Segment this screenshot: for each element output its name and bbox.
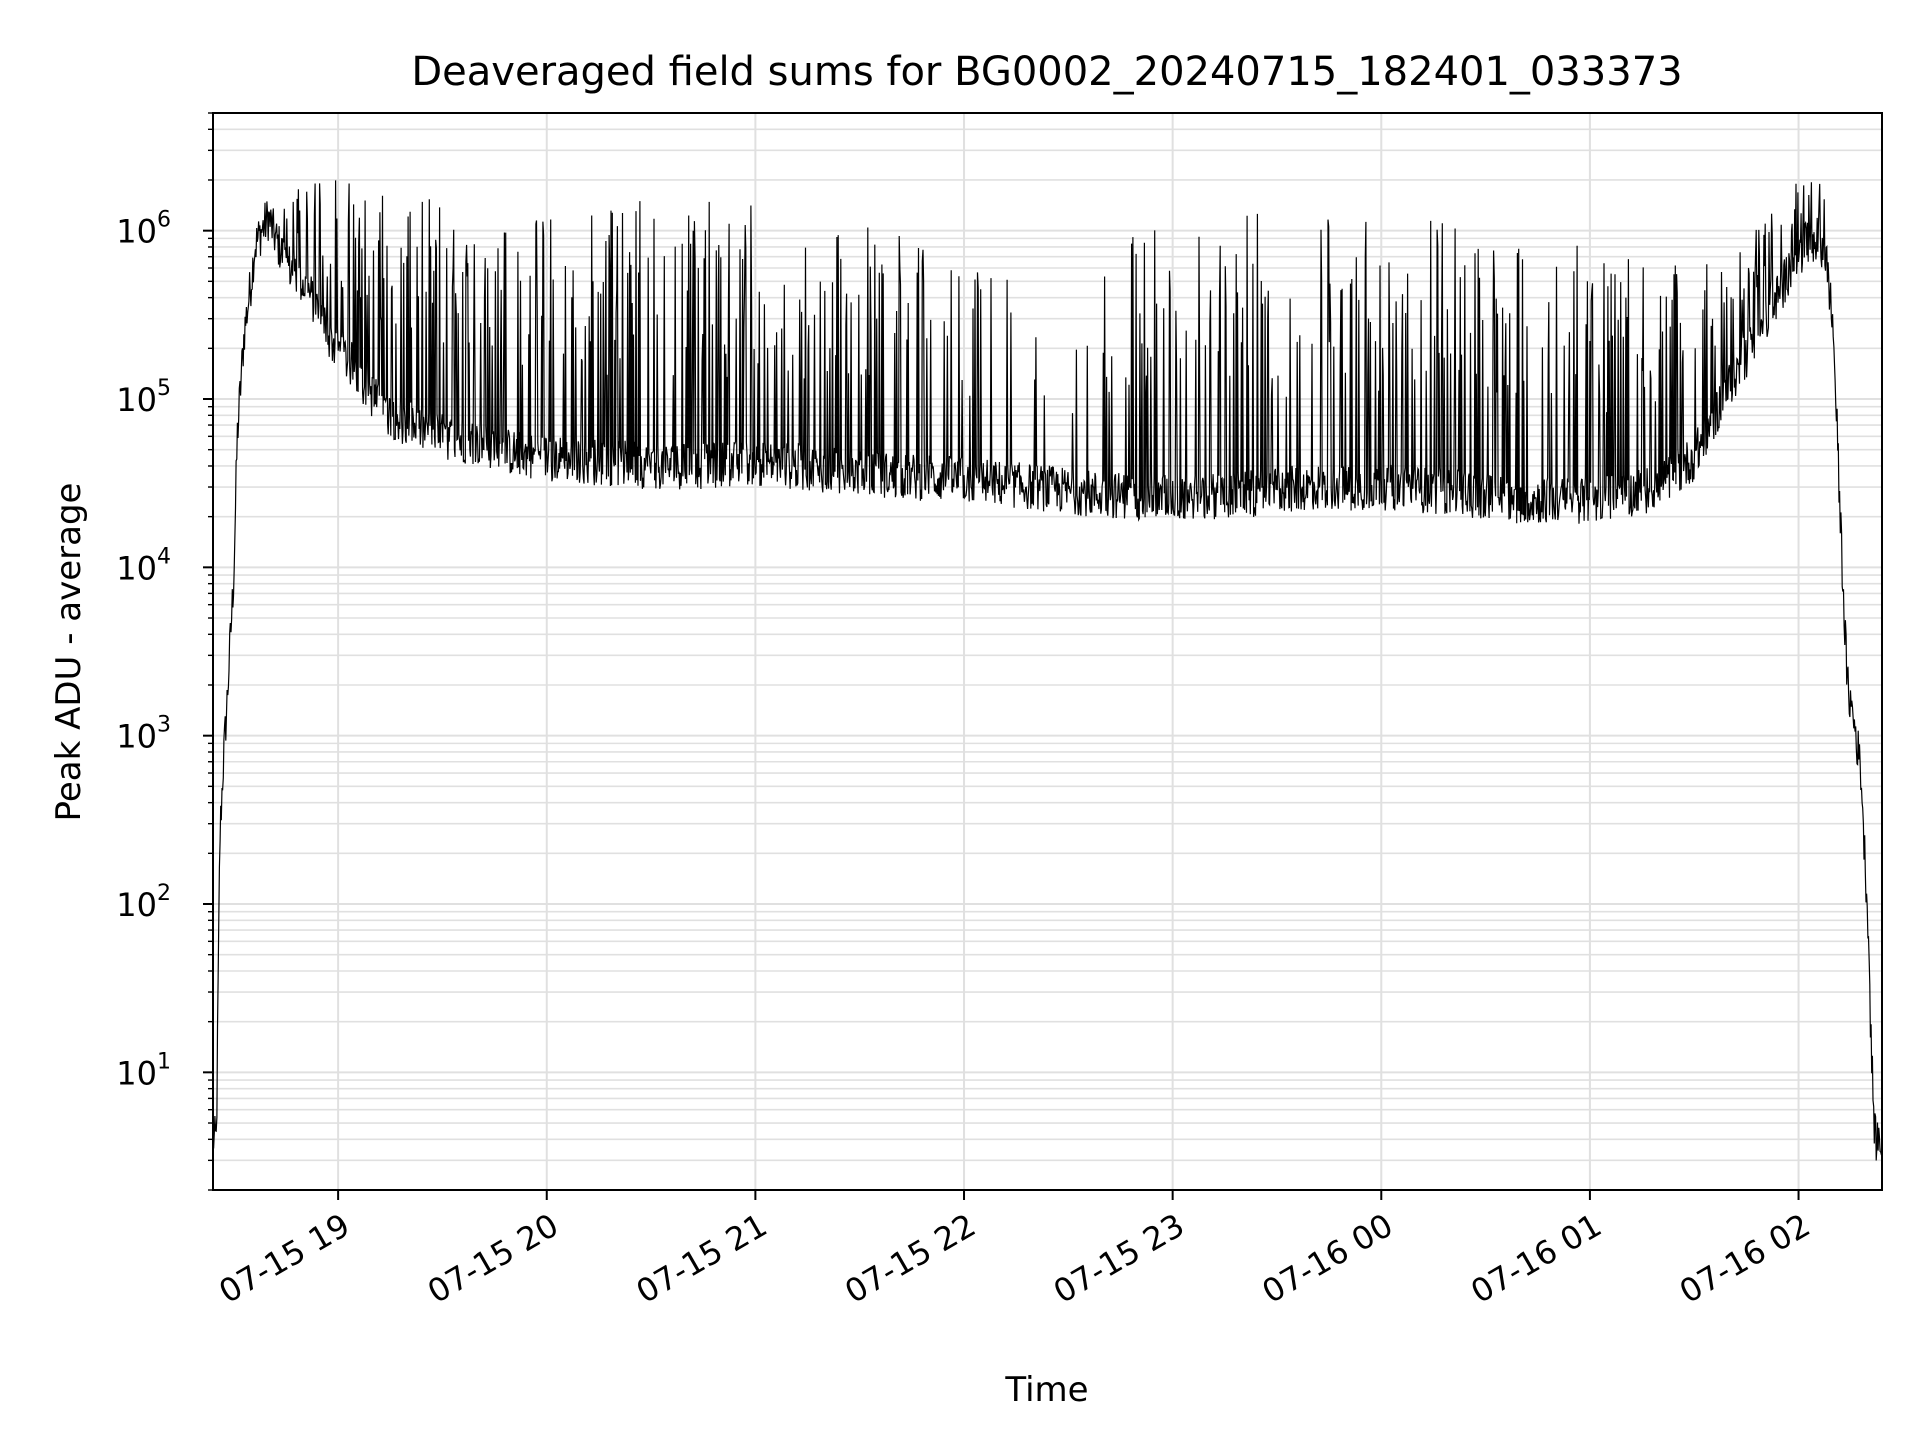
y-tick-label: 104: [116, 544, 171, 587]
x-ticks: 07-15 19 07-15 20 07-15 21 07-15 22 07-15 23…: [213, 1190, 1817, 1311]
grid-layer: [213, 112, 1882, 1191]
series-layer: [213, 180, 1882, 1161]
x-tick-label: 07-15 19: [213, 1206, 357, 1311]
y-axis-label: Peak ADU - average: [49, 483, 89, 822]
x-tick-label: 07-16 00: [1256, 1206, 1400, 1311]
y-tick-label: 102: [116, 881, 171, 924]
plot-frame: [212, 112, 1883, 1191]
chart-title: Deaveraged field sums for BG0002_2024071…: [411, 49, 1682, 95]
x-tick-label: 07-16 01: [1464, 1206, 1608, 1311]
x-tick-label: 07-15 23: [1047, 1206, 1191, 1311]
series-line: [213, 180, 1882, 1161]
y-tick-label: 103: [116, 713, 171, 756]
x-axis-label: Time: [1004, 1370, 1088, 1410]
x-tick-label: 07-15 21: [630, 1206, 774, 1311]
x-tick-label: 07-16 02: [1673, 1206, 1817, 1311]
x-tick-label: 07-15 20: [421, 1206, 565, 1311]
y-tick-label: 101: [116, 1049, 171, 1092]
y-tick-label: 105: [116, 376, 171, 419]
x-tick-label: 07-15 22: [838, 1206, 982, 1311]
y-tick-label: 106: [116, 208, 171, 251]
y-ticks: 101 102 103 104 105 106: [116, 112, 213, 1191]
